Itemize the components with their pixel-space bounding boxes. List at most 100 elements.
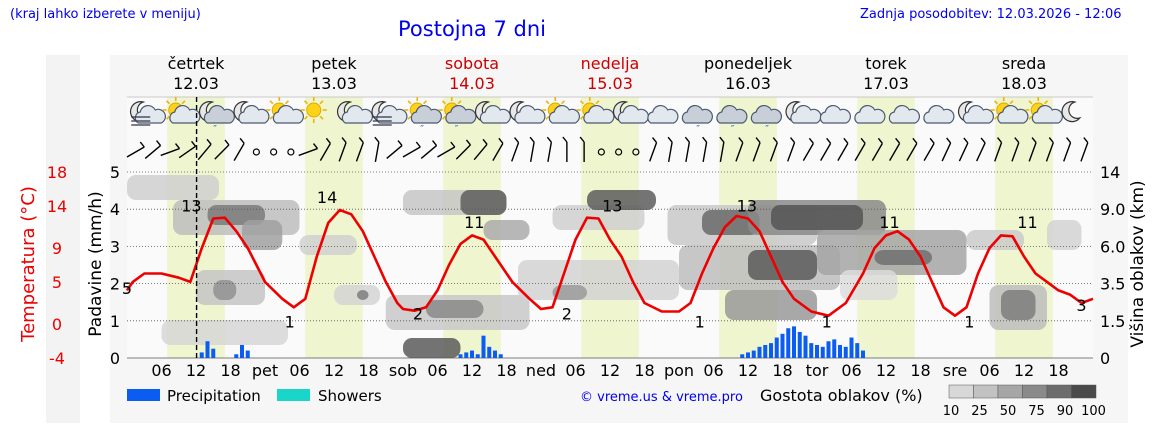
x-tick-label: 06 <box>841 361 861 380</box>
precip-bar <box>481 335 486 358</box>
sun-ray <box>545 115 550 120</box>
sun-ray <box>165 115 170 120</box>
precip-bar <box>493 350 497 358</box>
cloud-shape <box>410 104 443 124</box>
cloud-density-level-label: 25 <box>971 404 988 419</box>
x-tick-label: 18 <box>910 361 930 380</box>
sun-ray <box>319 100 324 105</box>
wind-barb-flag <box>529 136 535 143</box>
wind-barb-flag <box>702 136 708 143</box>
cloud-density-swatch <box>997 384 1023 399</box>
wind-barb-flag <box>772 137 778 144</box>
day-name: torek <box>865 54 907 73</box>
wind-calm-icon <box>252 148 260 156</box>
cloud-shape <box>203 104 236 124</box>
x-tick-label: pon <box>664 361 694 380</box>
precip-bar <box>746 352 750 358</box>
cloud-shape <box>819 104 852 124</box>
wind-barb-icon <box>735 142 744 162</box>
cloud-shape <box>854 104 886 124</box>
credit-text: © vreme.us & vreme.pro <box>580 390 743 405</box>
x-tick-label: 18 <box>220 361 240 380</box>
sun-ray <box>423 100 428 105</box>
wind-barb-icon <box>547 142 553 162</box>
x-tick-label: 06 <box>565 361 585 380</box>
wind-barb-icon <box>976 142 986 162</box>
wind-calm-icon <box>615 148 623 156</box>
wind-barb-flag <box>912 137 918 144</box>
wind-barb-icon <box>338 142 347 162</box>
cloud-shape <box>1031 104 1064 124</box>
precip-bar <box>464 352 469 358</box>
cloud-density-swatch <box>948 384 974 399</box>
x-tick-label: 12 <box>186 361 206 380</box>
cloud-density-blob <box>840 270 898 300</box>
wind-barb-flag <box>562 136 568 143</box>
location-hint[interactable]: (kraj lahko izberete v meniju) <box>10 7 201 22</box>
precip-bar <box>797 331 802 358</box>
wind-barb-flag <box>755 137 761 144</box>
wind-barb-icon <box>1045 142 1054 162</box>
precip-bar <box>763 344 768 358</box>
temp-extreme-label: 1 <box>695 313 705 332</box>
temp-tick-label: -4 <box>49 349 65 368</box>
wind-barb-flag <box>719 136 725 143</box>
wind-barb-flag <box>895 137 901 144</box>
wind-barb-flag <box>239 137 245 144</box>
cloud-height-tick-label: 1.5 <box>1100 312 1125 331</box>
rain-drops: ″ <box>696 124 700 135</box>
day-name: četrtek <box>168 54 226 73</box>
wind-barb-icon <box>144 145 161 159</box>
precip-bar <box>786 328 791 358</box>
wind-barb-icon <box>802 142 814 162</box>
precip-bar <box>849 337 854 358</box>
cloud-icon <box>854 104 886 124</box>
cloud-density-blob <box>483 220 530 240</box>
wind-barb-flag <box>1031 137 1037 144</box>
cloud-height-tick-label: 3.5 <box>1100 275 1125 294</box>
wind-barb-flag <box>877 137 883 144</box>
cloud-shape <box>169 104 201 124</box>
cloud-density-blob <box>161 320 288 345</box>
moon-cloud-icon <box>612 101 650 124</box>
precip-bar <box>757 346 762 358</box>
wind-barb-flag <box>325 137 331 144</box>
cloud-shape <box>548 104 581 124</box>
wind-barb-flag <box>546 136 552 143</box>
wind-barb-icon <box>126 146 145 158</box>
wind-barb-icon <box>871 142 883 162</box>
wind-barb-flag <box>206 138 212 145</box>
cloud-density-blob <box>460 190 507 215</box>
x-tick-label: 06 <box>427 361 447 380</box>
cloud-density-blob <box>426 300 484 318</box>
day-date: 12.03 <box>173 74 219 93</box>
precip-bar <box>838 344 842 358</box>
day-name: ponedeljek <box>704 54 793 73</box>
precip-bar <box>487 346 492 358</box>
wind-barb-icon <box>437 146 456 158</box>
moon-cloud-fog-icon <box>371 101 408 126</box>
temp-extreme-label: 2 <box>413 304 423 323</box>
sun-cloud-icon <box>576 97 615 124</box>
x-tick-label: ned <box>526 361 556 380</box>
wind-barb-icon <box>420 145 437 159</box>
wind-barb-flag <box>860 137 866 144</box>
temp-extreme-label: 13 <box>737 196 757 215</box>
wind-barb-flag <box>374 136 380 143</box>
wind-barb-flag <box>826 137 832 144</box>
x-tick-label: 18 <box>634 361 654 380</box>
temp-extreme-label: 1 <box>285 313 295 332</box>
cloud-density-level-label: 90 <box>1057 404 1074 419</box>
cloud-icon <box>923 104 955 124</box>
wind-barb-flag <box>843 137 849 144</box>
x-tick-label: tor <box>806 361 829 380</box>
cloud-density-blob <box>587 190 656 210</box>
wind-calm-icon <box>270 148 278 156</box>
temp-extreme-label: 2 <box>562 304 572 323</box>
wind-barb-icon <box>854 142 866 162</box>
cloud-rain-icon: ″ <box>716 104 748 135</box>
cloud-shape <box>514 104 546 124</box>
wind-calm-icon <box>287 148 295 156</box>
sun-cloud-icon <box>1025 97 1064 124</box>
